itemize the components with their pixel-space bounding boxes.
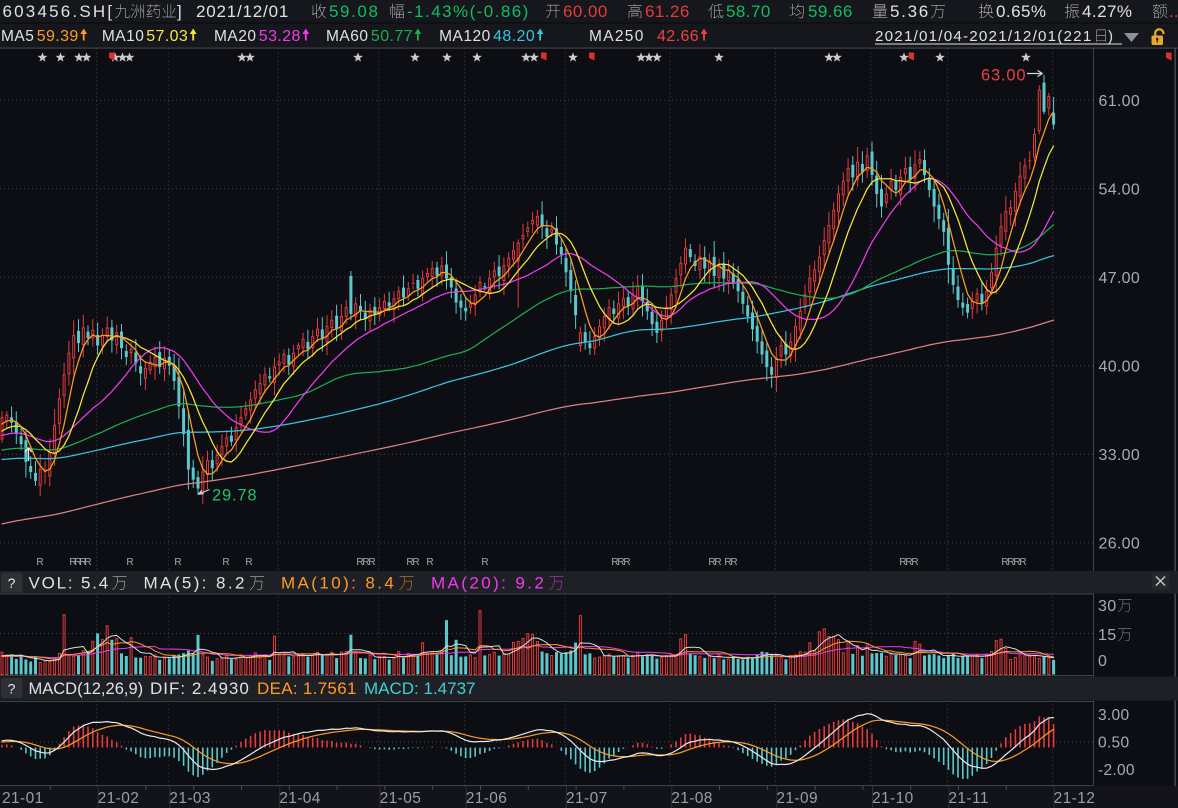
- svg-text:3.00: 3.00: [1098, 707, 1129, 724]
- svg-text:?: ?: [8, 575, 16, 591]
- svg-text:R: R: [911, 557, 918, 568]
- svg-text:DEA: 1.7561: DEA: 1.7561: [257, 679, 357, 698]
- svg-text:61.00: 61.00: [1099, 93, 1141, 110]
- svg-text:R: R: [174, 557, 181, 568]
- svg-text:50.77: 50.77: [371, 28, 413, 45]
- svg-text:47.00: 47.00: [1099, 270, 1141, 287]
- svg-text:0.65%: 0.65%: [996, 2, 1046, 21]
- svg-text:R: R: [724, 557, 731, 568]
- svg-text:R: R: [1019, 557, 1026, 568]
- svg-text:R: R: [611, 557, 618, 568]
- svg-text:R: R: [36, 557, 43, 568]
- svg-text:MA(5): 8.2: MA(5): 8.2: [144, 574, 247, 593]
- svg-text:MA60: MA60: [326, 28, 369, 45]
- svg-text:R: R: [617, 557, 624, 568]
- svg-text:MA10: MA10: [102, 28, 144, 45]
- svg-text:21-09: 21-09: [776, 790, 818, 807]
- svg-text:21-06: 21-06: [466, 790, 508, 807]
- svg-text:MA5: MA5: [1, 28, 34, 45]
- svg-text:53.28: 53.28: [259, 28, 301, 45]
- svg-text:R: R: [406, 557, 413, 568]
- svg-text:21-12: 21-12: [1054, 790, 1096, 807]
- svg-text:): ): [1108, 28, 1113, 45]
- svg-text:21-04: 21-04: [279, 790, 321, 807]
- svg-text:2021/12/01: 2021/12/01: [196, 2, 289, 21]
- svg-text:]: ]: [177, 2, 182, 21]
- svg-text:MA250: MA250: [589, 28, 645, 45]
- svg-text:R: R: [1013, 557, 1020, 568]
- svg-text:MA120: MA120: [439, 28, 491, 45]
- svg-text:21-01: 21-01: [2, 790, 44, 807]
- svg-text:MA(20): 9.2: MA(20): 9.2: [431, 574, 546, 593]
- svg-text:R: R: [905, 557, 912, 568]
- svg-text:603456.SH[: 603456.SH[: [3, 2, 115, 21]
- svg-text:33.00: 33.00: [1099, 447, 1141, 464]
- svg-text:R: R: [481, 557, 488, 568]
- svg-text:21-10: 21-10: [872, 790, 914, 807]
- svg-text:R: R: [222, 557, 229, 568]
- svg-text:57.03: 57.03: [146, 28, 188, 45]
- svg-text:R: R: [714, 557, 721, 568]
- svg-text:R: R: [623, 557, 630, 568]
- svg-text:60.00: 60.00: [563, 2, 608, 21]
- svg-text:R: R: [362, 557, 369, 568]
- svg-text:MA20: MA20: [214, 28, 257, 45]
- svg-text:R: R: [84, 557, 91, 568]
- svg-text:59.39: 59.39: [37, 28, 79, 45]
- svg-text:58.70: 58.70: [726, 2, 771, 21]
- svg-text:R: R: [899, 557, 906, 568]
- svg-text:30: 30: [1098, 598, 1116, 615]
- svg-text:59.66: 59.66: [808, 2, 853, 21]
- svg-text:R: R: [74, 557, 81, 568]
- svg-text:29.78: 29.78: [212, 487, 257, 505]
- svg-text:R: R: [426, 557, 433, 568]
- svg-text:63.00: 63.00: [981, 67, 1026, 85]
- svg-text:MA(10): 8.4: MA(10): 8.4: [281, 574, 396, 593]
- svg-text:59.08: 59.08: [329, 2, 380, 21]
- svg-text:21-03: 21-03: [169, 790, 211, 807]
- svg-text:54.00: 54.00: [1099, 182, 1141, 199]
- svg-text:?: ?: [8, 681, 16, 697]
- svg-text:R: R: [126, 557, 133, 568]
- svg-text:40.00: 40.00: [1099, 359, 1141, 376]
- svg-text:48.20: 48.20: [493, 28, 535, 45]
- svg-text:-1.43%(-0.86): -1.43%(-0.86): [407, 2, 530, 21]
- svg-text:R: R: [708, 557, 715, 568]
- svg-text:2021/01/04-2021/12/01(221: 2021/01/04-2021/12/01(221: [875, 28, 1092, 45]
- svg-text:MACD: 1.4737: MACD: 1.4737: [364, 679, 476, 698]
- svg-text:R: R: [368, 557, 375, 568]
- svg-text:21-11: 21-11: [948, 790, 989, 807]
- svg-text:-2.00: -2.00: [1098, 762, 1135, 779]
- svg-text:0.50: 0.50: [1098, 735, 1129, 752]
- svg-text:42.66: 42.66: [657, 28, 699, 45]
- svg-text:21-02: 21-02: [98, 790, 140, 807]
- svg-text:R: R: [79, 557, 86, 568]
- svg-text:VOL: 5.4: VOL: 5.4: [29, 574, 111, 593]
- svg-text:R: R: [69, 557, 76, 568]
- svg-text:MACD(12,26,9): MACD(12,26,9): [29, 680, 144, 698]
- svg-text:4.27%: 4.27%: [1082, 2, 1132, 21]
- svg-text:21-05: 21-05: [380, 790, 422, 807]
- svg-text:R: R: [356, 557, 363, 568]
- svg-text:R: R: [245, 557, 252, 568]
- svg-text:R: R: [412, 557, 419, 568]
- svg-text:61.26: 61.26: [645, 2, 690, 21]
- svg-text:26.00: 26.00: [1099, 536, 1141, 553]
- svg-text:21-08: 21-08: [671, 790, 713, 807]
- svg-text:DIF: 2.4930: DIF: 2.4930: [150, 679, 250, 698]
- svg-text:..: ..: [1169, 2, 1178, 21]
- svg-text:0: 0: [1098, 653, 1107, 670]
- svg-text:5.36: 5.36: [890, 2, 930, 21]
- svg-text:R: R: [730, 557, 737, 568]
- svg-text:R: R: [1007, 557, 1014, 568]
- svg-text:15: 15: [1098, 627, 1116, 644]
- svg-text:R: R: [1001, 557, 1008, 568]
- svg-text:21-07: 21-07: [566, 790, 608, 807]
